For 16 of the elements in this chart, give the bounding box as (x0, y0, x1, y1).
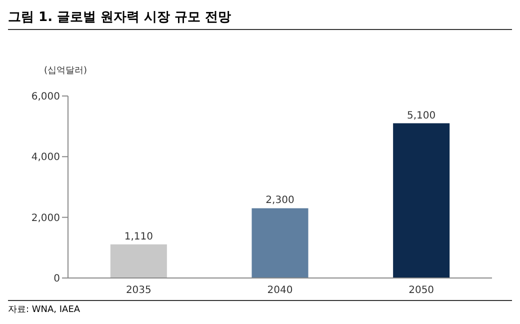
x-tick-label: 2040 (267, 285, 293, 296)
data-label: 5,100 (407, 110, 436, 122)
y-tick-label: 0 (54, 274, 60, 285)
x-tick-label: 2050 (408, 285, 434, 296)
text: 자료: WNA, IAEA (8, 303, 512, 316)
data-label: 2,300 (266, 195, 294, 206)
bar (393, 123, 450, 278)
chart-title: 그림 1. 글로벌 원자력 시장 규모 전망 (8, 8, 512, 30)
data-label: 1,110 (124, 231, 153, 242)
bar (110, 244, 167, 278)
bar (252, 208, 308, 278)
y-axis-title: (십억달러) (44, 65, 88, 77)
x-tick-label: 2035 (126, 285, 152, 296)
y-tick-label: 6,000 (31, 92, 60, 103)
y-tick-label: 2,000 (31, 212, 60, 224)
y-tick-label: 4,000 (31, 152, 60, 164)
